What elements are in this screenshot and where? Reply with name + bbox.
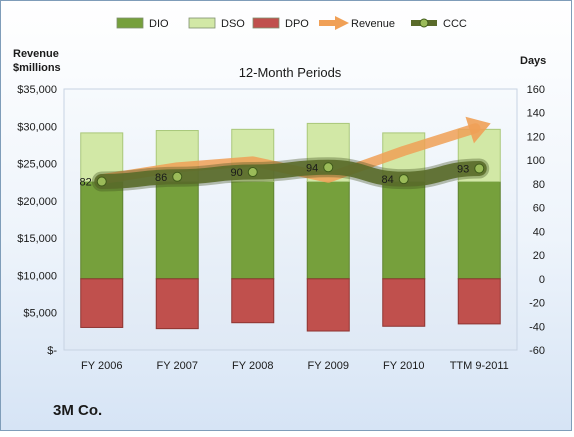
left-tick-label: $10,000 [17, 270, 57, 282]
right-tick-label: 140 [527, 108, 545, 120]
left-axis-title-line1: Revenue [13, 48, 59, 60]
right-tick-label: 40 [533, 226, 545, 238]
ccc-marker [172, 171, 183, 182]
x-tick-label: FY 2007 [157, 360, 198, 372]
left-tick-label: $- [47, 345, 57, 357]
revenue-arrowhead [465, 116, 491, 144]
chart-title: 12-Month Periods [239, 65, 342, 80]
x-tick-label: FY 2009 [308, 360, 349, 372]
legend-swatch-dso [188, 17, 216, 29]
left-axis: $- $5,000 $10,000 $15,000 $20,000 $25,000 $30,… [17, 84, 57, 357]
legend-swatch-dpo [252, 17, 280, 29]
right-tick-label: 20 [533, 250, 545, 262]
ccc-marker [323, 162, 334, 173]
ccc-marker [96, 176, 107, 187]
dio-bar [155, 181, 199, 280]
right-tick-label: -60 [529, 345, 545, 357]
legend-label-revenue: Revenue [351, 18, 395, 30]
ccc-data-label: 82 [80, 177, 92, 189]
right-tick-label: -40 [529, 321, 545, 333]
left-tick-label: $30,000 [17, 121, 57, 133]
left-tick-label: $25,000 [17, 159, 57, 171]
dio-bar [457, 181, 501, 280]
ccc-data-label: 94 [306, 162, 318, 174]
dpo-bar [382, 278, 426, 327]
right-tick-label: 0 [539, 274, 545, 286]
left-tick-label: $5,000 [23, 308, 57, 320]
ccc-marker [398, 174, 409, 185]
ccc-line [94, 159, 487, 190]
ccc-marker [474, 163, 485, 174]
ccc-data-label: 84 [382, 174, 394, 186]
legend-arrowhead-revenue [335, 16, 349, 30]
dpo-bar [155, 278, 199, 330]
left-tick-label: $35,000 [17, 84, 57, 96]
x-tick-label: TTM 9-2011 [450, 360, 509, 372]
legend-label-dso: DSO [221, 18, 245, 30]
dpo-bar [306, 278, 350, 332]
right-axis-title: Days [520, 55, 546, 67]
ccc-data-label: 90 [231, 167, 243, 179]
legend-marker-ccc [419, 18, 429, 28]
right-tick-label: -20 [529, 298, 545, 310]
dio-bar [306, 181, 350, 280]
dpo-bar [231, 278, 275, 324]
right-tick-label: 120 [527, 131, 545, 143]
ccc-data-label: 86 [155, 172, 167, 184]
legend-label-ccc: CCC [443, 18, 467, 30]
dpo-bar [457, 278, 501, 325]
left-tick-label: $20,000 [17, 196, 57, 208]
legend-label-dio: DIO [149, 18, 169, 30]
dio-bar [80, 181, 124, 280]
legend-label-dpo: DPO [285, 18, 309, 30]
ccc-series: 82 86 90 94 84 93 [80, 157, 490, 192]
dio-bar [231, 181, 275, 280]
legend: DIO DSO DPO Revenue CCC [116, 16, 467, 30]
plot-area [63, 88, 518, 351]
dpo-bar [80, 278, 124, 328]
left-axis-title-line2: $millions [13, 62, 61, 74]
ccc-data-label: 93 [457, 163, 469, 175]
legend-swatch-dio [116, 17, 144, 29]
dio-bar [382, 181, 426, 280]
right-tick-label: 160 [527, 84, 545, 96]
right-tick-label: 80 [533, 179, 545, 191]
x-axis: FY 2006 FY 2007 FY 2008 FY 2009 FY 2010 TTM 9… [81, 360, 509, 372]
x-tick-label: FY 2010 [383, 360, 424, 372]
right-tick-label: 60 [533, 203, 545, 215]
x-tick-label: FY 2006 [81, 360, 122, 372]
left-tick-label: $15,000 [17, 233, 57, 245]
ccc-marker [247, 167, 258, 178]
right-axis: -60 -40 -20 0 20 40 60 80 100 120 140 160 [527, 84, 545, 357]
right-tick-label: 100 [527, 155, 545, 167]
x-tick-label: FY 2008 [232, 360, 273, 372]
company-name: 3M Co. [53, 402, 102, 419]
